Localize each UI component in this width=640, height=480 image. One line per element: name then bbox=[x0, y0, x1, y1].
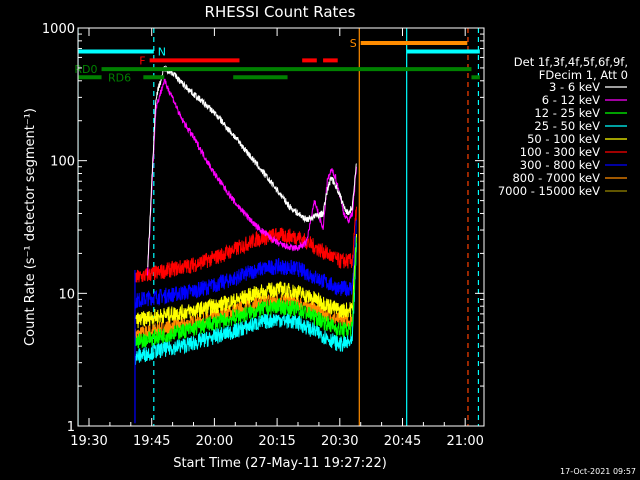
legend-label-800-7000-kev: 800 - 7000 keV bbox=[512, 171, 600, 185]
segment-label-f: F bbox=[139, 54, 145, 67]
plot-frame bbox=[77, 27, 485, 427]
x-axis: 19:30 19:45 20:00 20:15 20:30 20:45 21:00 bbox=[70, 28, 484, 449]
legend-label-7000-15000-kev: 7000 - 15000 keV bbox=[498, 184, 600, 198]
footer-timestamp: 17-Oct-2021 09:57 bbox=[560, 467, 636, 476]
x-tick-label: 20:30 bbox=[321, 434, 358, 449]
segment-layer: N S F RD0 RD6 bbox=[74, 37, 480, 84]
x-tick-label: 20:15 bbox=[258, 434, 295, 449]
legend-label-3-6-kev: 3 - 6 keV bbox=[549, 80, 600, 94]
legend-label-6-12-kev: 6 - 12 keV bbox=[542, 93, 600, 107]
x-tick-label: 21:00 bbox=[446, 434, 483, 449]
series-3-6-kev bbox=[147, 65, 357, 268]
x-tick-label: 20:00 bbox=[196, 434, 233, 449]
series-6-12-kev bbox=[147, 78, 357, 276]
legend-label-12-25-kev: 12 - 25 keV bbox=[534, 106, 600, 120]
series-100-300-kev bbox=[134, 206, 357, 283]
legend-header: Det 1f,3f,4f,5f,6f,9f, bbox=[514, 55, 628, 69]
legend: Det 1f,3f,4f,5f,6f,9f,FDecim 1, Att 03 -… bbox=[498, 55, 628, 198]
series-12-25-kev bbox=[134, 237, 357, 349]
legend-label-300-800-kev: 300 - 800 keV bbox=[520, 158, 600, 172]
y-tick-label: 1 bbox=[67, 420, 75, 435]
y-tick-label: 1000 bbox=[42, 22, 75, 37]
y-tick-label: 10 bbox=[58, 287, 75, 302]
y-axis: 1 10 100 1000 bbox=[42, 22, 484, 435]
segment-label-rd6: RD6 bbox=[108, 71, 131, 84]
segment-label-n: N bbox=[158, 46, 166, 59]
vertical-markers bbox=[78, 28, 480, 426]
y-tick-label: 100 bbox=[50, 155, 75, 170]
x-axis-label: Start Time (27-May-11 19:27:22) bbox=[173, 456, 387, 471]
segment-label-s: S bbox=[350, 37, 357, 50]
series-50-100-kev bbox=[134, 233, 357, 329]
x-tick-label: 19:45 bbox=[133, 434, 170, 449]
legend-header: FDecim 1, Att 0 bbox=[539, 68, 628, 82]
x-tick-label: 19:30 bbox=[70, 434, 107, 449]
segment-label-rd0: RD0 bbox=[74, 63, 97, 76]
legend-label-25-50-kev: 25 - 50 keV bbox=[534, 119, 600, 133]
series-300-800-kev bbox=[134, 218, 357, 309]
y-axis-label: Count Rate (s⁻¹ detector segment⁻¹) bbox=[23, 108, 38, 346]
series-25-50-kev bbox=[134, 242, 357, 365]
legend-label-100-300-kev: 100 - 300 keV bbox=[520, 145, 600, 159]
chart-title: RHESSI Count Rates bbox=[205, 3, 356, 21]
series-layer bbox=[134, 65, 357, 424]
legend-label-50-100-kev: 50 - 100 keV bbox=[527, 132, 600, 146]
x-tick-label: 20:45 bbox=[384, 434, 421, 449]
